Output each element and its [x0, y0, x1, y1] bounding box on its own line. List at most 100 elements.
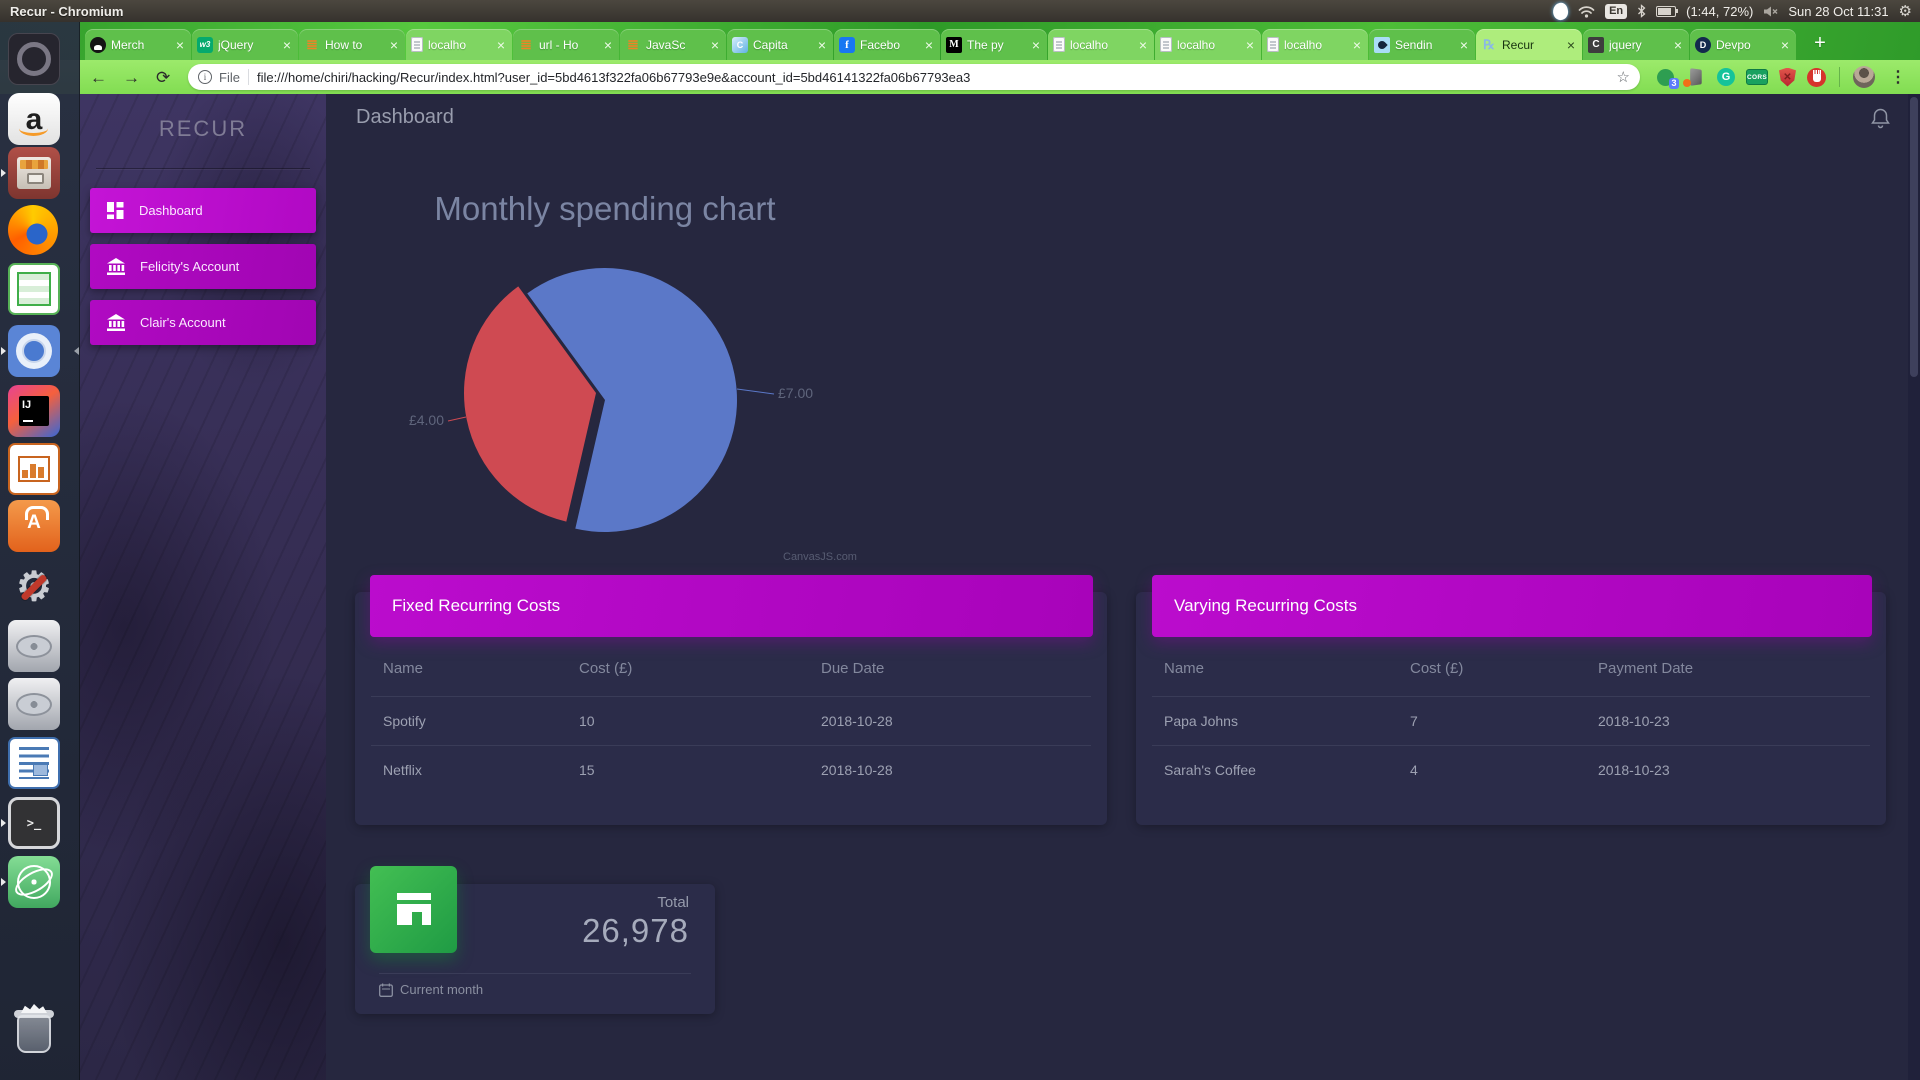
total-card: Total 26,978 Current month: [355, 866, 715, 1014]
reload-button[interactable]: ⟳: [156, 67, 171, 87]
back-button[interactable]: ←: [90, 67, 107, 87]
tab-close-icon[interactable]: ×: [389, 36, 398, 53]
volume-muted-icon[interactable]: [1763, 5, 1778, 18]
system-clock[interactable]: Sun 28 Oct 11:31: [1788, 3, 1889, 19]
tab-label: localho: [1177, 37, 1216, 52]
dock-intellij[interactable]: IJ: [8, 385, 60, 437]
dock-system-settings[interactable]: ⚙: [8, 561, 60, 613]
tab-url-how[interactable]: ≣ url - Ho ×: [513, 29, 619, 60]
dock-trash[interactable]: [8, 1008, 60, 1060]
bluetooth-icon[interactable]: [1637, 4, 1646, 18]
tab-close-icon[interactable]: ×: [1031, 36, 1040, 53]
tab-how-to[interactable]: ≣ How to ×: [299, 29, 405, 60]
tab-jquery-w3[interactable]: w3 jQuery ×: [192, 29, 298, 60]
browser-menu-icon[interactable]: ⋮: [1890, 69, 1906, 86]
tab-close-icon[interactable]: ×: [1245, 36, 1254, 53]
medium-favicon: M: [946, 36, 962, 53]
reader-extension-icon[interactable]: 3: [1655, 67, 1679, 89]
battery-status[interactable]: (1:44, 72%): [1686, 3, 1754, 19]
grammarly-extension-icon[interactable]: G: [1717, 68, 1735, 86]
tab-facebook[interactable]: f Facebo ×: [834, 29, 940, 60]
pie-slice-blue[interactable]: [527, 268, 737, 532]
scrollbar-thumb[interactable]: [1910, 97, 1918, 377]
tab-close-icon[interactable]: ×: [710, 36, 719, 53]
door-extension-icon[interactable]: [1683, 67, 1706, 87]
dock-chromium[interactable]: [8, 325, 60, 377]
tab-javascript[interactable]: ≣ JavaSc ×: [620, 29, 726, 60]
tab-close-icon[interactable]: ×: [282, 36, 291, 53]
cors-extension-icon[interactable]: CORS: [1746, 69, 1768, 85]
url-scheme-label: File: [219, 69, 240, 85]
tab-localhost-4[interactable]: localho ×: [1262, 29, 1368, 60]
sidebar-item-clairs-account[interactable]: Clair's Account: [90, 300, 316, 345]
tab-close-icon[interactable]: ×: [817, 36, 826, 53]
tab-close-icon[interactable]: ×: [496, 36, 505, 53]
bookmark-star-icon[interactable]: ☆: [1616, 68, 1630, 86]
dock-file-archive[interactable]: [8, 147, 60, 199]
fixed-costs-table: Name Cost (£) Due Date Spotify 10 2018-1…: [371, 640, 1091, 794]
new-tab-button[interactable]: +: [1814, 32, 1826, 54]
forward-button[interactable]: →: [123, 67, 140, 87]
dock-libreoffice-calc[interactable]: [8, 263, 60, 315]
calendar-icon: [379, 983, 393, 997]
running-indicator: [1, 169, 6, 177]
tab-localhost-2[interactable]: localho ×: [1048, 29, 1154, 60]
stackoverflow-favicon: ≣: [520, 36, 532, 52]
table-row[interactable]: Sarah's Coffee 4 2018-10-23: [1152, 745, 1870, 794]
tab-close-icon[interactable]: ×: [603, 36, 612, 53]
dock-libreoffice-writer[interactable]: [8, 737, 60, 789]
notifications-bell-icon[interactable]: [1871, 108, 1890, 134]
tab-close-icon[interactable]: ×: [1566, 36, 1575, 53]
tab-merch[interactable]: Merch ×: [85, 29, 191, 60]
table-row[interactable]: Spotify 10 2018-10-28: [371, 696, 1091, 745]
tab-close-icon[interactable]: ×: [1780, 36, 1789, 53]
dock-app-launcher[interactable]: [8, 33, 60, 85]
tab-close-icon[interactable]: ×: [1138, 36, 1147, 53]
battery-icon[interactable]: [1656, 5, 1679, 17]
tab-localhost-1[interactable]: localho ×: [406, 29, 512, 60]
page-scrollbar[interactable]: [1908, 94, 1920, 1080]
keyboard-layout-badge[interactable]: En: [1605, 3, 1628, 19]
dock-ubuntu-software[interactable]: A: [8, 500, 60, 552]
tab-localhost-3[interactable]: localho ×: [1155, 29, 1261, 60]
tab-medium[interactable]: M The py ×: [941, 29, 1047, 60]
tab-close-icon[interactable]: ×: [924, 36, 933, 53]
dock-libreoffice-impress[interactable]: [8, 443, 60, 495]
tab-close-icon[interactable]: ×: [1352, 36, 1361, 53]
tab-close-icon[interactable]: ×: [1673, 36, 1682, 53]
dock-disk-drive-1[interactable]: [8, 620, 60, 672]
monthly-spending-pie-chart[interactable]: £4.00 £7.00: [330, 240, 880, 580]
tab-devpost[interactable]: D Devpo ×: [1690, 29, 1796, 60]
url-bar[interactable]: i File file:///home/chiri/hacking/Recur/…: [188, 64, 1640, 90]
page-info-icon[interactable]: i: [198, 70, 212, 84]
profile-avatar[interactable]: [1853, 66, 1875, 88]
tab-sendinblue[interactable]: Sendin ×: [1369, 29, 1475, 60]
tab-capital[interactable]: C Capita ×: [727, 29, 833, 60]
dock-firefox[interactable]: [8, 205, 60, 257]
dock-atom[interactable]: [8, 856, 60, 908]
dock-amazon[interactable]: a: [8, 93, 60, 145]
canvasjs-watermark[interactable]: CanvasJS.com: [783, 551, 857, 563]
tab-jquery-docs[interactable]: C jquery ×: [1583, 29, 1689, 60]
sidebar-item-dashboard[interactable]: Dashboard: [90, 188, 316, 233]
card-title: Varying Recurring Costs: [1174, 596, 1357, 615]
app-sidebar: RECUR Dashboard: [80, 94, 326, 1080]
table-row[interactable]: Papa Johns 7 2018-10-23: [1152, 696, 1870, 745]
dock-disk-drive-2[interactable]: [8, 678, 60, 730]
wifi-icon[interactable]: [1578, 5, 1595, 18]
shield-extension-icon[interactable]: ✕: [1779, 67, 1796, 87]
column-header: Name: [1164, 659, 1205, 677]
tab-close-icon[interactable]: ×: [175, 36, 184, 53]
table-row[interactable]: Netflix 15 2018-10-28: [371, 745, 1091, 794]
stop-hand-extension-icon[interactable]: [1807, 67, 1826, 87]
url-text[interactable]: file:///home/chiri/hacking/Recur/index.h…: [256, 69, 971, 85]
session-gear-icon[interactable]: ⚙: [1898, 2, 1912, 20]
tab-close-icon[interactable]: ×: [1459, 36, 1468, 53]
tab-label: Recur: [1502, 37, 1535, 52]
tab-recur-active[interactable]: ℞ Recur ×: [1476, 29, 1582, 60]
dock-terminal[interactable]: >_: [8, 797, 60, 849]
pie-slice-red[interactable]: [464, 286, 596, 522]
messenger-blob-icon[interactable]: [1551, 0, 1570, 22]
store-icon: [396, 892, 431, 925]
sidebar-item-felicitys-account[interactable]: Felicity's Account: [90, 244, 316, 289]
